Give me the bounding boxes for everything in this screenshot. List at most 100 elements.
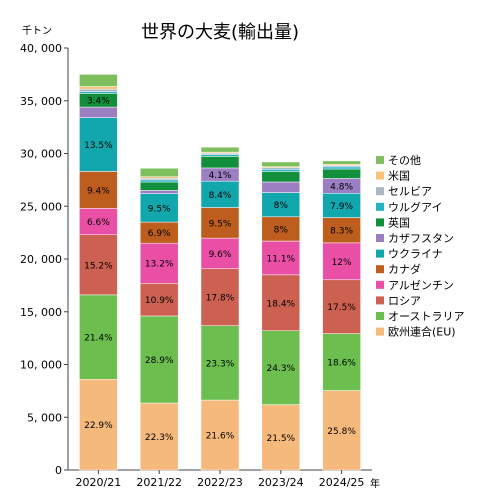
plot-area: 0 5, 000 10, 000 15, 000 20, 000 25, 000 30, 0… bbox=[20, 42, 372, 489]
bar-segment bbox=[322, 168, 361, 179]
bar-segment bbox=[200, 325, 240, 401]
bar-segment bbox=[322, 166, 361, 170]
bar-segment bbox=[79, 74, 118, 87]
bar-segment bbox=[139, 181, 179, 191]
legend-swatch bbox=[376, 296, 384, 305]
bar-segment bbox=[322, 242, 361, 281]
bar-segment bbox=[139, 190, 179, 194]
bar-segment bbox=[139, 242, 179, 284]
legend-swatch bbox=[376, 327, 384, 336]
bar-segment bbox=[261, 181, 301, 193]
bar-segment bbox=[200, 180, 240, 208]
bar-segment bbox=[139, 315, 179, 404]
legend-swatch bbox=[376, 280, 384, 289]
chart-title: 世界の大麦(輸出量) bbox=[141, 22, 299, 43]
data-label: 23.3% bbox=[206, 359, 235, 369]
bar-segment bbox=[200, 146, 240, 153]
data-label: 4.1% bbox=[209, 171, 232, 181]
bar-segment bbox=[139, 179, 179, 183]
legend-label: オーストラリア bbox=[388, 310, 464, 323]
data-label: 17.5% bbox=[327, 303, 356, 313]
x-tick-label: 2021/22 bbox=[136, 476, 182, 489]
data-label: 22.9% bbox=[84, 421, 113, 431]
bar-segment bbox=[79, 208, 118, 235]
bar-segment bbox=[200, 156, 240, 169]
legend: その他米国セルビアウルグアイ英国カザフスタンウクライナカナダアルゼンチンロシアオ… bbox=[376, 154, 464, 339]
x-tick-label: 2020/21 bbox=[76, 476, 122, 489]
data-label: 10.9% bbox=[145, 296, 174, 306]
data-label: 8% bbox=[274, 201, 289, 211]
bar-segment bbox=[322, 333, 361, 391]
bar-segment bbox=[322, 160, 361, 165]
y-axis-unit: 千トン bbox=[22, 25, 52, 37]
bar-segment bbox=[261, 192, 301, 218]
bar-segment bbox=[79, 294, 118, 380]
data-label: 21.5% bbox=[267, 434, 296, 444]
legend-swatch bbox=[376, 187, 384, 196]
bar-segment bbox=[261, 404, 301, 471]
legend-swatch bbox=[376, 171, 384, 180]
y-tick-label: 15, 000 bbox=[20, 306, 62, 319]
x-tick-label: 2022/23 bbox=[197, 476, 243, 489]
data-label: 21.4% bbox=[84, 334, 113, 344]
data-label: 8% bbox=[274, 225, 289, 235]
data-label: 18.4% bbox=[267, 299, 296, 309]
bar-segment bbox=[139, 168, 179, 177]
x-tick-label: 2024/25 bbox=[319, 476, 365, 489]
bar-segment bbox=[79, 86, 118, 90]
legend-swatch bbox=[376, 234, 384, 242]
data-label: 9.5% bbox=[148, 204, 171, 214]
data-label: 11.1% bbox=[267, 254, 296, 264]
bar-segment bbox=[200, 207, 240, 239]
bar-segment bbox=[79, 379, 118, 471]
bar-segment bbox=[79, 171, 118, 209]
legend-swatch bbox=[376, 202, 384, 211]
legend-label: ウクライナ bbox=[388, 248, 443, 261]
data-label: 8.4% bbox=[209, 191, 232, 201]
data-label: 18.6% bbox=[327, 359, 356, 369]
data-label: 6.6% bbox=[87, 218, 110, 228]
x-axis-unit: 年 bbox=[370, 477, 380, 490]
legend-swatch bbox=[376, 218, 384, 227]
bar-segment bbox=[261, 216, 301, 242]
legend-label: 欧州連合(EU) bbox=[388, 325, 456, 339]
bar-segment bbox=[200, 237, 240, 269]
legend-label: セルビア bbox=[388, 185, 432, 198]
y-tick-label: 40, 000 bbox=[20, 42, 62, 55]
y-tick-label: 30, 000 bbox=[20, 148, 62, 161]
bar-segment bbox=[322, 193, 361, 218]
data-label: 3.4% bbox=[87, 97, 110, 107]
legend-label: カナダ bbox=[388, 262, 421, 276]
legend-label: 米国 bbox=[388, 170, 410, 183]
legend-label: ウルグアイ bbox=[388, 200, 442, 214]
legend-swatch bbox=[376, 265, 384, 274]
data-label: 22.3% bbox=[145, 433, 174, 443]
y-tick-label: 0 bbox=[55, 464, 62, 477]
bar-segment bbox=[79, 234, 118, 296]
legend-label: アルゼンチン bbox=[388, 279, 454, 292]
data-label: 15.2% bbox=[84, 261, 113, 271]
data-label: 13.2% bbox=[145, 260, 174, 270]
data-label: 28.9% bbox=[145, 356, 174, 366]
y-tick-label: 20, 000 bbox=[20, 253, 62, 266]
data-label: 21.6% bbox=[206, 432, 235, 442]
bar-segment bbox=[261, 169, 301, 172]
data-label: 9.5% bbox=[209, 219, 232, 229]
data-label: 25.8% bbox=[327, 427, 356, 437]
data-label: 12% bbox=[332, 258, 352, 268]
data-label: 13.5% bbox=[84, 141, 113, 151]
legend-label: 英国 bbox=[388, 215, 410, 229]
data-label: 8.3% bbox=[330, 227, 353, 237]
bar-segment bbox=[261, 330, 301, 405]
y-tick-label: 35, 000 bbox=[20, 95, 62, 108]
data-label: 4.8% bbox=[330, 182, 353, 192]
bar-segment bbox=[79, 88, 118, 93]
legend-label: カザフスタン bbox=[388, 232, 454, 245]
y-tick-label: 5, 000 bbox=[27, 411, 62, 424]
legend-swatch bbox=[376, 312, 384, 320]
legend-label: その他 bbox=[388, 154, 421, 167]
x-tick-label: 2023/24 bbox=[258, 476, 304, 489]
data-label: 24.3% bbox=[267, 364, 296, 374]
data-label: 6.9% bbox=[148, 229, 171, 239]
